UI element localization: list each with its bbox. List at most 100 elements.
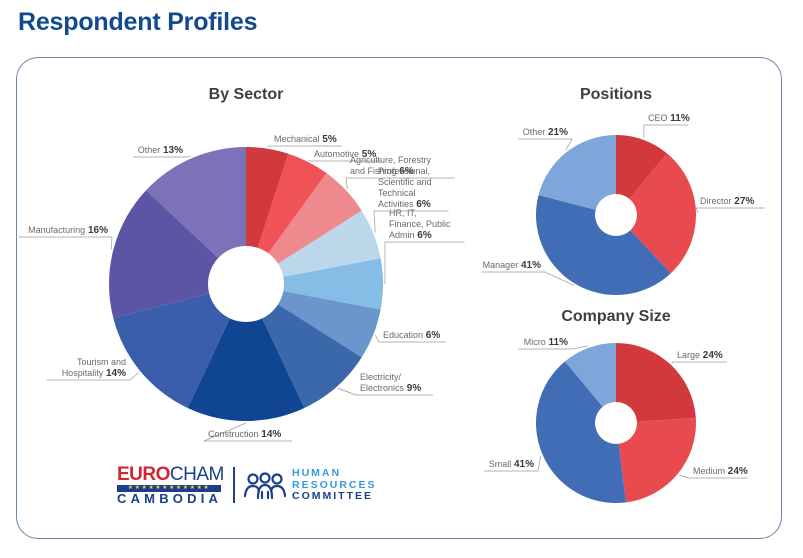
logo-divider bbox=[233, 467, 235, 503]
people-group-icon bbox=[243, 472, 287, 500]
sector-donut-hole bbox=[208, 246, 284, 322]
sector-slice-label: Manufacturing 16% bbox=[28, 225, 108, 236]
sector-leader-line bbox=[308, 159, 382, 162]
sector-slice-other bbox=[146, 147, 246, 284]
eu-stars-band: ★★★★★★★★★★★★ bbox=[117, 485, 221, 492]
sector-slice-automotive bbox=[246, 153, 327, 284]
sector-slice-label: and Fishing 6% bbox=[350, 166, 414, 177]
sector-slice-agriculture-forestry-and-fishing bbox=[246, 173, 362, 284]
company-size-donut: Large 24% Medium 24% Small 41% Micro 11% bbox=[484, 337, 748, 504]
positions-donut: CEO 11% Director 27% Manager 41% Other 21% bbox=[481, 113, 765, 295]
positions-slice-label: Other 21% bbox=[523, 127, 568, 138]
sector-slice-hr-it-finance-public-admin bbox=[246, 258, 384, 310]
company-size-slice-label: Medium 24% bbox=[693, 466, 748, 477]
sector-leader-line bbox=[374, 335, 447, 343]
company-size-leader-line bbox=[679, 474, 748, 479]
positions-leader-line bbox=[481, 271, 575, 286]
sector-leader-line bbox=[133, 156, 191, 158]
hr-line-resources: RESOURCES bbox=[292, 478, 377, 491]
positions-slice-label: Director 27% bbox=[700, 196, 754, 207]
company-size-slice-label: Small 41% bbox=[489, 459, 534, 470]
sector-slice-tourism-and-hospitality bbox=[113, 284, 246, 408]
sector-leader-line bbox=[373, 210, 449, 233]
positions-leader-line bbox=[518, 138, 573, 151]
sector-slice-label: Electronics 9% bbox=[360, 383, 421, 394]
sector-slice-label: Other 13% bbox=[138, 145, 183, 156]
sector-slice-construction bbox=[187, 284, 305, 421]
positions-slice-value: 27% bbox=[732, 196, 755, 207]
sector-chart-title: By Sector bbox=[208, 86, 284, 103]
company-size-slice-value: 41% bbox=[511, 459, 534, 470]
eurocham-hr-logo: EUROCHAM ★★★★★★★★★★★★ CAMBODIA HUMAN RES… bbox=[117, 464, 387, 506]
sector-slice-value: 5% bbox=[359, 149, 376, 160]
sector-slice-value: 14% bbox=[103, 368, 126, 379]
sector-slice-label: Agriculture, Forestry bbox=[350, 155, 432, 165]
company-size-slice-micro bbox=[565, 343, 616, 423]
positions-slice-label: CEO 11% bbox=[648, 113, 690, 124]
sector-slice-label: Construction 14% bbox=[208, 429, 281, 440]
sector-slice-electricity-electronics bbox=[246, 284, 362, 408]
sector-slice-value: 6% bbox=[414, 199, 431, 210]
sector-leader-line bbox=[46, 372, 140, 381]
hr-committee-wordmark: HUMAN RESOURCES COMMITTEE bbox=[292, 467, 377, 503]
sector-leader-line bbox=[203, 422, 293, 442]
company-size-slice-value: 24% bbox=[700, 350, 723, 361]
positions-chart-title: Positions bbox=[579, 86, 652, 103]
sector-slice-label: Admin 6% bbox=[389, 230, 432, 241]
sector-slice-label: Electricity/ bbox=[360, 372, 402, 382]
company-size-leader-line bbox=[484, 455, 542, 472]
sector-slice-value: 9% bbox=[404, 383, 421, 394]
eurocham-euro: EURO bbox=[117, 464, 170, 485]
sector-leader-line bbox=[345, 177, 455, 189]
sector-slice-professional-scientific-and-technical-activities bbox=[246, 210, 381, 284]
company-size-slice-label: Micro 11% bbox=[524, 337, 568, 348]
sector-slice-label: Finance, Public bbox=[389, 219, 451, 229]
positions-slice-other bbox=[538, 135, 616, 215]
sector-slice-label: HR, IT, bbox=[389, 208, 417, 218]
sector-slice-label: Mechanical 5% bbox=[274, 134, 337, 145]
sector-slice-value: 6% bbox=[415, 230, 432, 241]
company-size-slice-label: Large 24% bbox=[677, 350, 723, 361]
company-size-slice-medium bbox=[616, 417, 697, 503]
sector-slice-label: Technical bbox=[378, 188, 416, 198]
sector-slice-value: 14% bbox=[259, 429, 282, 440]
charts-panel bbox=[16, 57, 782, 539]
company-size-slice-value: 24% bbox=[725, 466, 748, 477]
sector-slice-value: 6% bbox=[423, 330, 440, 341]
company-size-donut-hole bbox=[595, 402, 637, 444]
company-size-slice-value: 11% bbox=[546, 337, 568, 348]
company-size-chart-title: Company Size bbox=[561, 308, 671, 325]
sector-slice-label: Education 6% bbox=[383, 330, 440, 341]
sector-slice-value: 6% bbox=[397, 166, 414, 177]
eurocham-wordmark: EUROCHAM bbox=[117, 464, 224, 486]
positions-slice-manager bbox=[536, 195, 671, 295]
company-size-slice-large bbox=[616, 343, 696, 423]
sector-leader-line bbox=[18, 236, 113, 250]
positions-leader-line bbox=[643, 124, 689, 138]
eurocham-cham: CHAM bbox=[169, 464, 224, 485]
positions-slice-value: 11% bbox=[668, 113, 690, 124]
sector-donut: Mechanical 5% Automotive 5%Agriculture, F… bbox=[18, 134, 465, 442]
sector-slice-label: Hospitality 14% bbox=[62, 368, 126, 379]
cambodia-wordmark: CAMBODIA bbox=[117, 491, 223, 506]
sector-slice-label: Activities 6% bbox=[378, 199, 431, 210]
positions-slice-value: 21% bbox=[545, 127, 568, 138]
sector-slice-label: Scientific and bbox=[378, 177, 432, 187]
sector-slice-education bbox=[246, 284, 381, 358]
sector-leader-line bbox=[337, 387, 433, 396]
positions-donut-hole bbox=[595, 194, 637, 236]
sector-slice-value: 13% bbox=[160, 145, 183, 156]
sector-leader-line bbox=[267, 145, 342, 148]
positions-slice-label: Manager 41% bbox=[483, 260, 541, 271]
company-size-slice-small bbox=[535, 361, 627, 504]
positions-slice-director bbox=[616, 153, 696, 274]
positions-slice-value: 41% bbox=[518, 260, 541, 271]
hr-line-committee: COMMITTEE bbox=[292, 490, 373, 502]
company-size-leader-line bbox=[671, 361, 727, 364]
company-size-leader-line bbox=[518, 345, 589, 350]
sector-slice-label: Tourism and bbox=[77, 357, 126, 367]
sector-slice-label: Automotive 5% bbox=[314, 149, 376, 160]
positions-leader-line bbox=[695, 207, 765, 213]
sector-slice-label: Professional, bbox=[378, 166, 430, 176]
